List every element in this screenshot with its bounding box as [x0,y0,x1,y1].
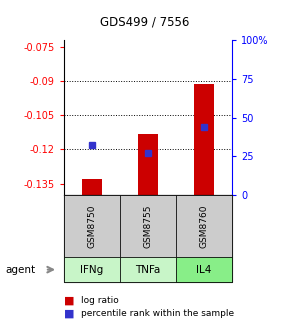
Text: TNFa: TNFa [135,265,161,275]
Text: GSM8760: GSM8760 [200,204,209,248]
Text: IL4: IL4 [196,265,212,275]
Bar [138,133,158,195]
Bar [194,84,214,195]
Text: percentile rank within the sample: percentile rank within the sample [81,309,234,318]
Text: ■: ■ [64,296,74,306]
Bar [82,179,102,195]
Text: GDS499 / 7556: GDS499 / 7556 [100,15,190,29]
Text: GSM8750: GSM8750 [87,204,96,248]
Text: agent: agent [6,265,36,275]
Text: log ratio: log ratio [81,296,119,305]
Text: IFNg: IFNg [80,265,104,275]
Text: GSM8755: GSM8755 [143,204,153,248]
Text: ■: ■ [64,308,74,319]
